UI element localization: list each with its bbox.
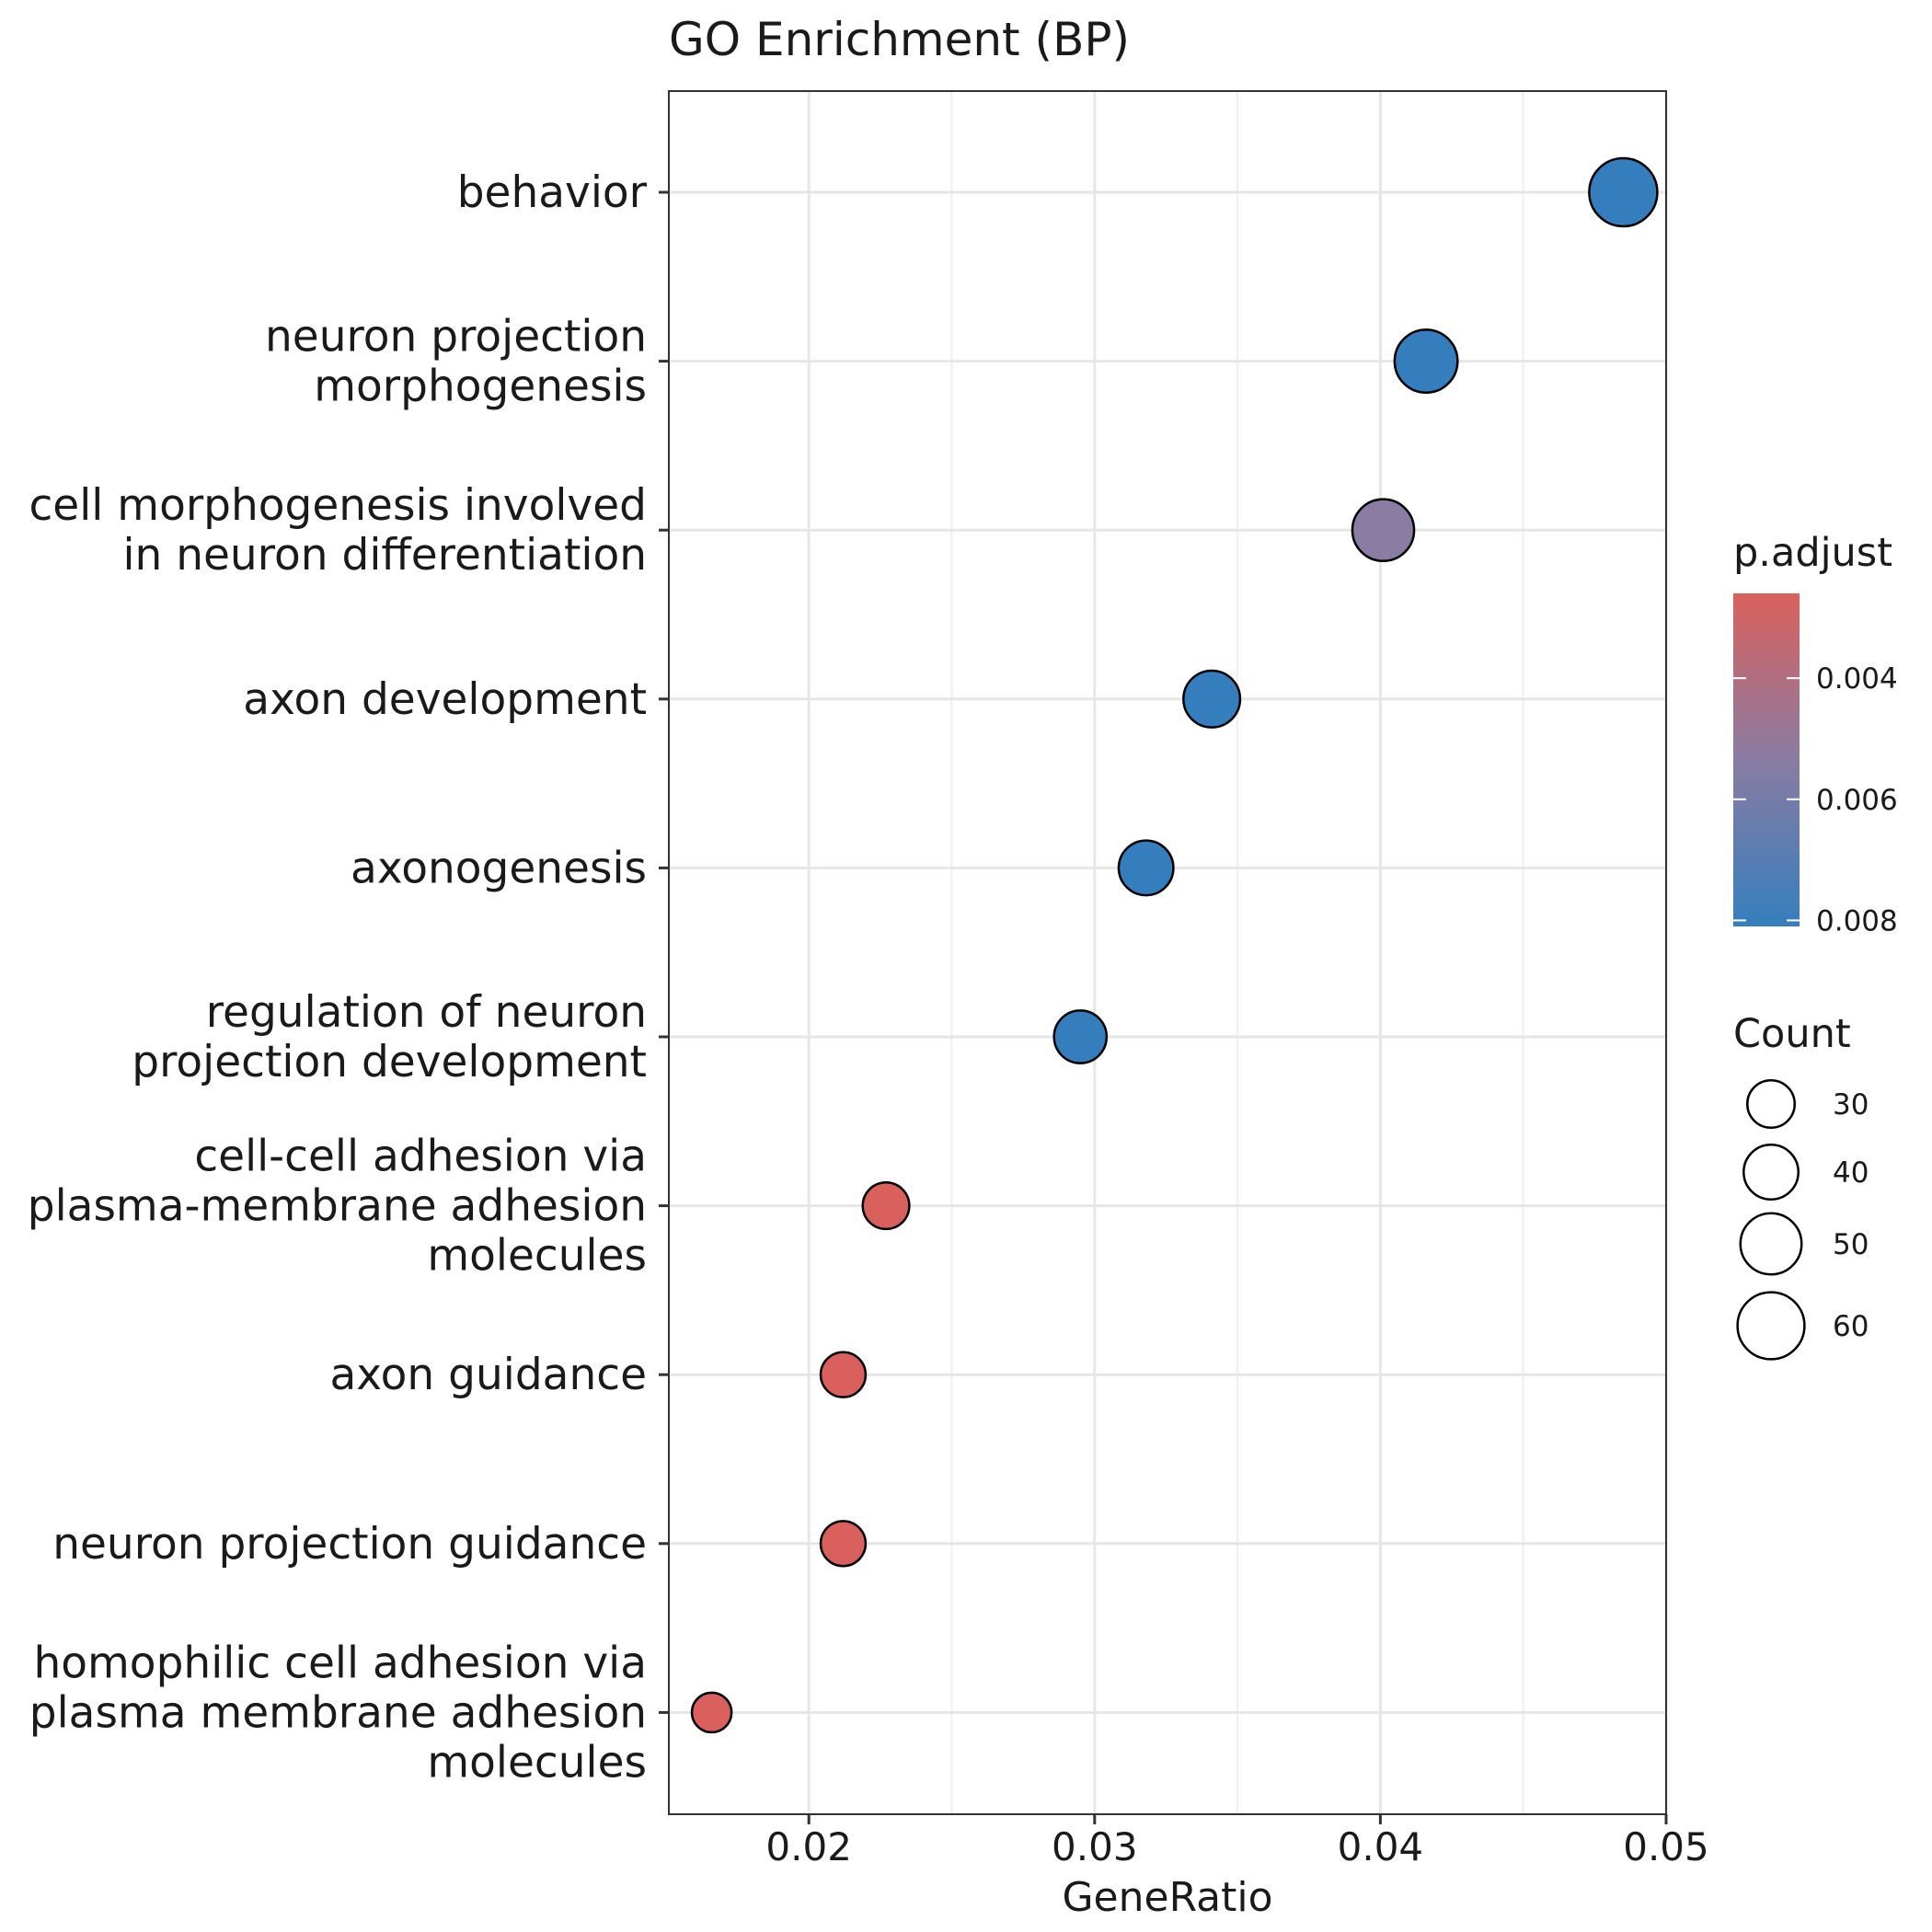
- color-legend-ticks: 0.004 0.006 0.008: [1733, 662, 1898, 937]
- category-label: neuron projection guidance: [52, 1519, 647, 1570]
- color-tick-label: 0.006: [1816, 784, 1898, 817]
- color-legend-bar: [1733, 593, 1800, 926]
- size-legend-circle: [1746, 1079, 1796, 1129]
- data-point: [1393, 328, 1459, 395]
- color-legend-title: p.adjust: [1733, 530, 1892, 576]
- x-axis-title: GeneRatio: [1062, 1874, 1272, 1921]
- size-legend-label: 50: [1833, 1228, 1869, 1261]
- data-point: [1588, 156, 1659, 228]
- size-legend-circle: [1742, 1144, 1800, 1201]
- x-tick-label: 0.05: [1623, 1824, 1709, 1869]
- plot-panel: [669, 91, 1666, 1814]
- data-point: [819, 1520, 868, 1568]
- data-points: [690, 156, 1659, 1734]
- plot-border: [668, 90, 1667, 1815]
- category-label: regulation of neuron: [206, 987, 647, 1038]
- data-point: [1351, 498, 1416, 563]
- size-legend-title: Count: [1733, 1011, 1851, 1057]
- x-tick-label: 0.04: [1338, 1824, 1424, 1869]
- data-point: [690, 1691, 733, 1734]
- category-label: morphogenesis: [314, 362, 647, 412]
- category-label: cell morphogenesis involved: [29, 480, 647, 531]
- category-label: neuron projection: [265, 312, 647, 362]
- color-tick-label: 0.008: [1816, 904, 1898, 937]
- data-point: [1117, 839, 1175, 897]
- category-label: cell-cell adhesion via: [194, 1132, 647, 1182]
- size-legend-label: 60: [1833, 1310, 1869, 1343]
- size-legend: Count 30 40 50 60: [1733, 1011, 1869, 1361]
- category-label: plasma membrane adhesion: [29, 1687, 647, 1738]
- category-label: plasma-membrane adhesion: [28, 1181, 647, 1232]
- color-tick-label: 0.004: [1816, 662, 1898, 696]
- x-axis-ticks: 0.02 0.03 0.04 0.05: [765, 1814, 1709, 1869]
- category-label: projection development: [132, 1037, 647, 1087]
- size-legend-label: 40: [1833, 1156, 1869, 1190]
- chart-title: GO Enrichment (BP): [669, 13, 1130, 66]
- data-point: [1182, 669, 1242, 729]
- category-label: axon development: [243, 674, 647, 725]
- category-label: behavior: [457, 167, 648, 218]
- size-legend-circle: [1736, 1291, 1806, 1361]
- category-label: molecules: [427, 1231, 647, 1282]
- data-point: [819, 1351, 868, 1398]
- category-label: homophilic cell adhesion via: [33, 1638, 647, 1688]
- size-legend-items: 30 40 50 60: [1736, 1079, 1869, 1361]
- size-legend-label: 30: [1833, 1088, 1869, 1121]
- category-label: molecules: [427, 1737, 647, 1788]
- data-point: [1052, 1009, 1109, 1064]
- data-point: [861, 1181, 911, 1231]
- x-tick-label: 0.03: [1052, 1824, 1138, 1869]
- category-label: axon guidance: [329, 1350, 647, 1400]
- x-tick-label: 0.02: [765, 1824, 852, 1869]
- category-label: in neuron differentiation: [122, 530, 647, 581]
- grid-lines: [669, 91, 1668, 1814]
- color-legend: p.adjust 0.004 0.006 0.008: [1733, 530, 1898, 937]
- category-label: axonogenesis: [351, 843, 647, 893]
- size-legend-circle: [1739, 1212, 1803, 1276]
